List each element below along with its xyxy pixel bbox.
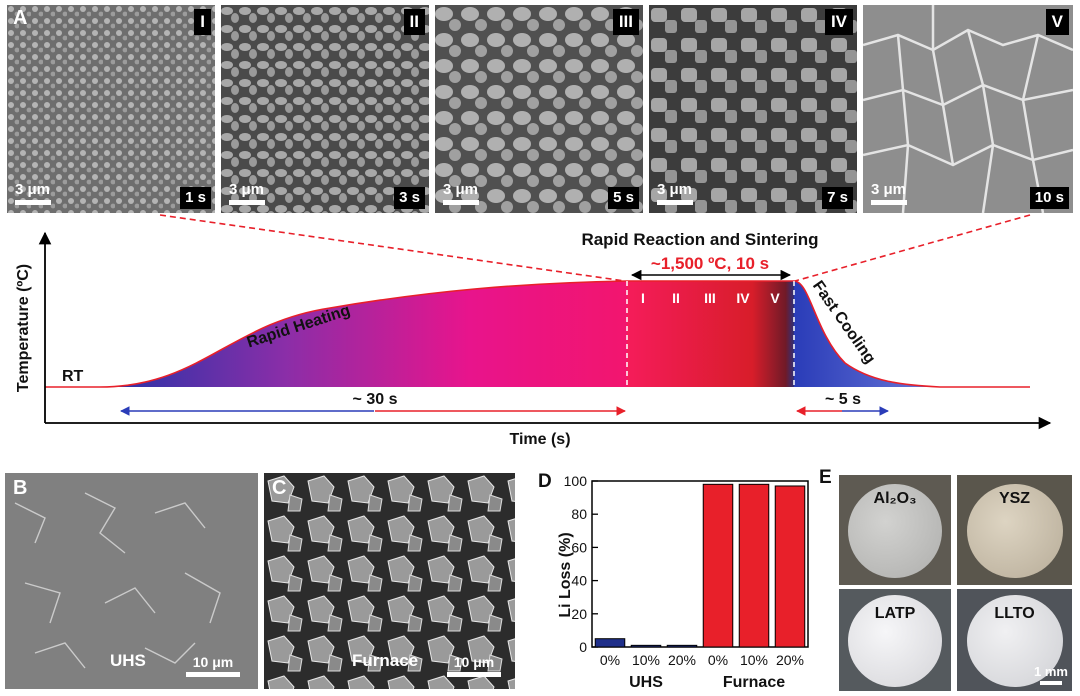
zoom-line-left: [159, 214, 626, 282]
sem-texture: [221, 5, 429, 213]
grain-boundaries: [863, 5, 1073, 213]
x-tick-label: 20%: [776, 652, 804, 668]
x-axis-label: Time (s): [509, 431, 570, 448]
scale-bar: 10 μm: [447, 654, 501, 677]
sem-image-4: IV 3 μm 7 s: [649, 5, 857, 213]
x-tick-label: 20%: [668, 652, 696, 668]
stage-badge: III: [612, 9, 639, 35]
cooling-region: [794, 281, 940, 387]
sample-label: Al₂O₃: [873, 490, 917, 507]
disk-sample: [848, 595, 942, 687]
heating-region: [100, 281, 627, 387]
cooling-duration: ~ 5 s: [825, 391, 861, 408]
stage-badge: I: [194, 9, 211, 35]
y-tick-label: 100: [564, 473, 588, 489]
bar: [666, 644, 698, 648]
y-tick-label: 0: [579, 639, 587, 655]
reaction-condition: ~1,500 ºC, 10 s: [651, 254, 769, 273]
sem-image-1: A I 3 μm 1 s: [7, 5, 215, 213]
sample-label: LLTO: [994, 605, 1035, 622]
disk-cell-latp: LATP: [839, 589, 951, 691]
scale-bar: 3 μm: [15, 181, 51, 205]
time-badge: 5 s: [608, 187, 639, 209]
panel-letter-b: B: [13, 477, 28, 499]
panel-c-sem-furnace: C Furnace 10 μm: [264, 473, 515, 689]
sample-label: LATP: [874, 605, 916, 622]
li-loss-chart: D Li Loss (%) 0 20 40 60 80 100 0% 10% 20% UHS 0% 1…: [538, 471, 809, 691]
uhs-label: UHS: [110, 651, 146, 670]
disk-cell-ysz: YSZ: [957, 475, 1072, 585]
sem-image-2: II 3 μm 3 s: [221, 5, 429, 213]
scale-bar: 3 μm: [871, 181, 907, 205]
stage-badge: II: [403, 9, 425, 35]
y-tick-label: 20: [571, 606, 587, 622]
disk-sample: [967, 484, 1063, 578]
plot-frame: [591, 480, 809, 648]
temperature-curve: [45, 280, 1030, 388]
panel-e: E Al₂O₃ YSZ LATP LLTO 1 mm: [819, 465, 1079, 696]
stage-label: I: [641, 290, 645, 306]
x-tick-label: 0%: [708, 652, 728, 668]
bar: [594, 638, 626, 648]
zoom-line-right: [794, 214, 1031, 282]
stage-badge: IV: [824, 9, 853, 35]
panel-letter-d: D: [538, 471, 552, 492]
bar: [630, 644, 662, 648]
bar: [738, 483, 770, 648]
sem-image-5: V 3 μm 10 s: [863, 5, 1073, 213]
sample-label: YSZ: [998, 490, 1031, 507]
panel-b-sem-uhs: B UHS 10 μm: [5, 473, 258, 689]
group-label: Furnace: [723, 674, 785, 691]
temperature-profile: I II III IV V Rapid Reaction and Sinteri…: [15, 214, 1052, 448]
panel-letter-c: C: [272, 477, 287, 499]
furnace-label: Furnace: [352, 651, 419, 670]
time-badge: 10 s: [1029, 187, 1069, 209]
x-tick-label: 10%: [632, 652, 660, 668]
disk-cell-llto: LLTO 1 mm: [957, 589, 1072, 691]
sem-texture: [435, 5, 643, 213]
sem-texture: [7, 5, 215, 213]
heating-duration: ~ 30 s: [353, 391, 398, 408]
y-tick-label: 80: [571, 506, 587, 522]
sem-texture: [264, 473, 515, 689]
time-badge: 7 s: [822, 187, 853, 209]
disk-sample: [967, 595, 1063, 687]
stage-label: II: [672, 290, 680, 306]
disk-sample: [848, 484, 942, 578]
sem-image-3: III 3 μm 5 s: [435, 5, 643, 213]
x-tick-label: 0%: [600, 652, 620, 668]
scale-bar: 1 mm: [1034, 664, 1068, 685]
time-badge: 1 s: [180, 187, 211, 209]
sem-texture: [649, 5, 857, 213]
disk-cell-al2o3: Al₂O₃: [839, 475, 951, 585]
rt-label: RT: [62, 368, 84, 385]
y-tick-label: 40: [571, 573, 587, 589]
bar: [774, 485, 806, 648]
stage-badge: V: [1045, 9, 1069, 35]
sem-texture: [5, 473, 258, 689]
stage-label: V: [770, 290, 780, 306]
scale-bar: 3 μm: [443, 181, 479, 205]
x-tick-label: 10%: [740, 652, 768, 668]
y-axis-label: Temperature (ºC): [15, 264, 32, 392]
stage-label: III: [704, 290, 716, 306]
bar: [702, 483, 734, 648]
scale-bar: 3 μm: [657, 181, 693, 205]
time-badge: 3 s: [394, 187, 425, 209]
y-axis-label: Li Loss (%): [557, 532, 574, 617]
panel-letter-e: E: [819, 467, 832, 488]
y-tick-label: 60: [571, 539, 587, 555]
scale-bar: 3 μm: [229, 181, 265, 205]
panel-letter-a: A: [13, 7, 28, 29]
reaction-title: Rapid Reaction and Sintering: [581, 230, 818, 249]
sintering-region: [627, 281, 794, 387]
scale-bar: 10 μm: [186, 654, 240, 677]
stage-label: IV: [736, 290, 750, 306]
group-label: UHS: [629, 674, 663, 691]
